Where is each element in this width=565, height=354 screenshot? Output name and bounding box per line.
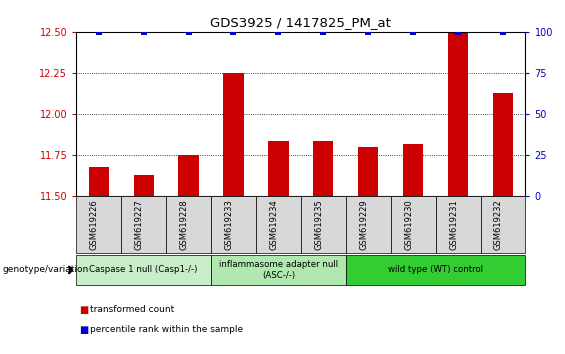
Text: GSM619228: GSM619228 bbox=[180, 199, 189, 250]
Text: ■: ■ bbox=[79, 325, 88, 335]
Bar bbox=[448, 32, 468, 196]
Point bbox=[139, 29, 148, 35]
Text: percentile rank within the sample: percentile rank within the sample bbox=[90, 325, 244, 335]
Text: GSM619235: GSM619235 bbox=[314, 199, 323, 250]
Point bbox=[319, 29, 328, 35]
Bar bbox=[133, 175, 154, 196]
Bar bbox=[403, 144, 423, 196]
Point bbox=[229, 29, 238, 35]
Text: GSM619234: GSM619234 bbox=[270, 199, 279, 250]
Point bbox=[94, 29, 103, 35]
Point bbox=[274, 29, 283, 35]
Bar bbox=[268, 141, 289, 196]
Text: inflammasome adapter null
(ASC-/-): inflammasome adapter null (ASC-/-) bbox=[219, 260, 338, 280]
Point bbox=[408, 29, 418, 35]
Text: GSM619226: GSM619226 bbox=[90, 199, 99, 250]
Text: GSM619227: GSM619227 bbox=[134, 199, 144, 250]
Bar bbox=[223, 73, 244, 196]
Bar bbox=[313, 141, 333, 196]
Bar bbox=[493, 93, 513, 196]
Text: GSM619231: GSM619231 bbox=[449, 199, 458, 250]
Text: GSM619229: GSM619229 bbox=[359, 199, 368, 250]
Bar bbox=[179, 155, 199, 196]
Title: GDS3925 / 1417825_PM_at: GDS3925 / 1417825_PM_at bbox=[210, 16, 392, 29]
Text: transformed count: transformed count bbox=[90, 305, 175, 314]
Text: GSM619233: GSM619233 bbox=[224, 199, 233, 250]
Text: GSM619230: GSM619230 bbox=[404, 199, 413, 250]
Text: wild type (WT) control: wild type (WT) control bbox=[388, 266, 483, 274]
Point bbox=[454, 29, 463, 35]
Text: genotype/variation: genotype/variation bbox=[3, 266, 89, 274]
Point bbox=[184, 29, 193, 35]
Point bbox=[498, 29, 507, 35]
Bar bbox=[358, 147, 379, 196]
Text: Caspase 1 null (Casp1-/-): Caspase 1 null (Casp1-/-) bbox=[89, 266, 198, 274]
Bar bbox=[89, 167, 109, 196]
Point bbox=[364, 29, 373, 35]
Text: GSM619232: GSM619232 bbox=[494, 199, 503, 250]
Text: ■: ■ bbox=[79, 305, 88, 315]
